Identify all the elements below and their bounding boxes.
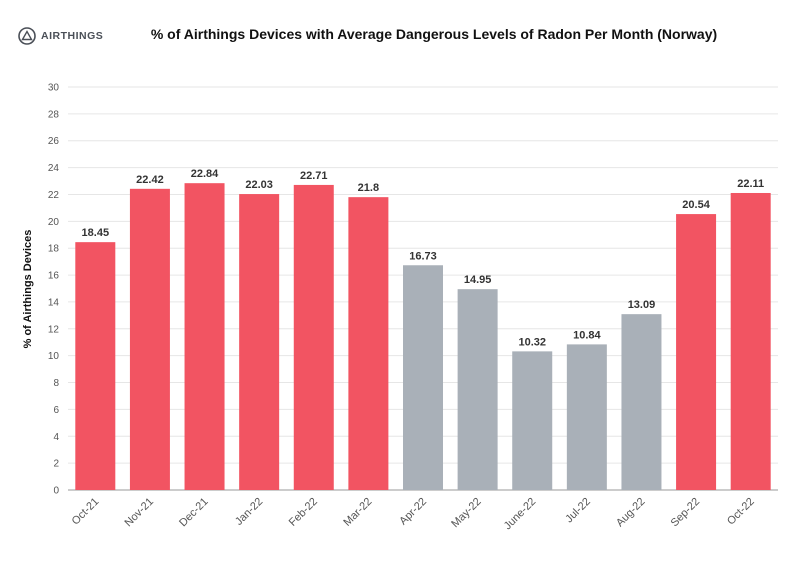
- y-tick-label: 2: [53, 459, 59, 470]
- bar: [512, 351, 553, 490]
- bar: [239, 194, 280, 490]
- data-label: 10.84: [573, 329, 601, 341]
- y-axis-title: % of Airthings Devices: [22, 230, 34, 349]
- y-tick-label: 22: [48, 190, 60, 201]
- data-label: 10.32: [518, 336, 546, 348]
- data-label: 16.73: [409, 250, 437, 262]
- bar: [184, 183, 225, 490]
- bar: [566, 344, 607, 490]
- data-label: 21.8: [358, 182, 379, 194]
- y-tick-label: 10: [48, 351, 60, 362]
- data-label: 22.03: [245, 179, 273, 191]
- data-label: 22.42: [136, 174, 164, 186]
- y-tick-label: 12: [48, 324, 60, 335]
- y-tick-label: 20: [48, 217, 60, 228]
- x-tick-label: Feb-22: [287, 496, 320, 529]
- x-tick-label: Aug-22: [614, 496, 648, 530]
- data-label: 18.45: [82, 227, 110, 239]
- y-tick-label: 18: [48, 244, 60, 255]
- bar: [621, 314, 662, 490]
- x-tick-label: Mar-22: [341, 496, 374, 529]
- bar: [730, 192, 771, 490]
- x-tick-label: Sep-22: [669, 496, 703, 530]
- y-tick-label: 26: [48, 136, 60, 147]
- bar: [75, 242, 116, 490]
- x-tick-label: Jul-22: [563, 496, 593, 526]
- x-tick-label: Oct-22: [725, 496, 757, 528]
- data-label: 13.09: [628, 299, 656, 311]
- bar: [403, 265, 443, 490]
- bar: [348, 197, 389, 491]
- brand-name: AIRTHINGS: [41, 30, 104, 42]
- x-tick-label: May-22: [449, 496, 483, 530]
- data-label: 14.95: [464, 274, 492, 286]
- x-tick-label: Oct-21: [70, 496, 102, 528]
- data-label: 20.54: [682, 199, 710, 211]
- y-tick-label: 30: [48, 83, 60, 94]
- bar: [293, 184, 334, 490]
- x-tick-label: Jan-22: [233, 496, 265, 528]
- y-tick-label: 24: [48, 163, 60, 174]
- airthings-logo-icon: [18, 27, 36, 45]
- x-tick-label: Apr-22: [397, 496, 429, 528]
- y-tick-label: 0: [53, 486, 59, 497]
- y-tick-label: 4: [53, 432, 59, 443]
- bar: [457, 289, 498, 490]
- data-label: 22.11: [737, 178, 764, 190]
- x-tick-label: June-22: [502, 496, 539, 533]
- y-tick-label: 28: [48, 109, 60, 120]
- x-tick-label: Nov-21: [122, 496, 156, 530]
- y-tick-label: 8: [53, 378, 59, 389]
- x-tick-label: Dec-21: [177, 496, 211, 530]
- y-tick-label: 16: [48, 271, 60, 282]
- bar: [676, 214, 717, 490]
- y-tick-label: 6: [53, 405, 59, 416]
- brand-logo: AIRTHINGS: [18, 27, 103, 45]
- bar: [129, 188, 170, 491]
- data-label: 22.71: [300, 170, 328, 182]
- y-tick-label: 14: [48, 297, 60, 308]
- chart-title: % of Airthings Devices with Average Dang…: [150, 26, 718, 42]
- data-label: 22.84: [191, 168, 219, 180]
